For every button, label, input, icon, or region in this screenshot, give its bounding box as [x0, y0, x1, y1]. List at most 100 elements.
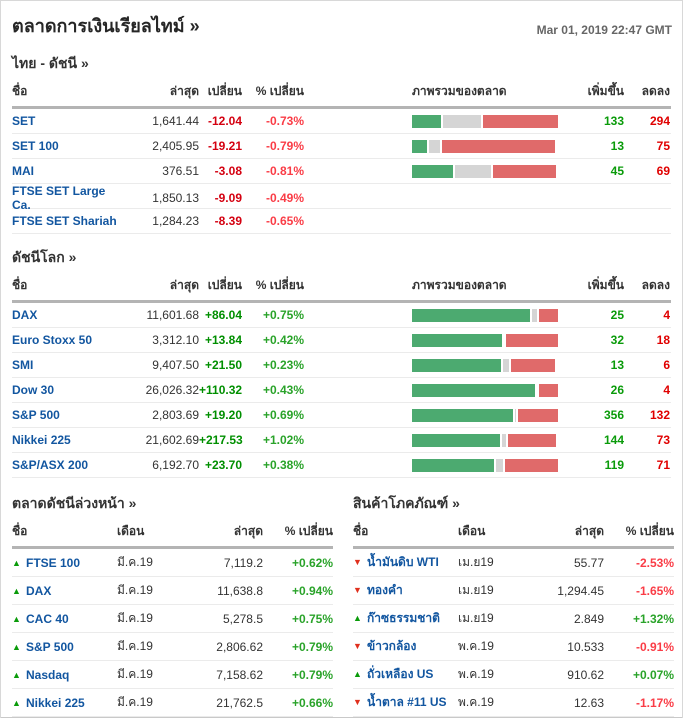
declining-bar-segment — [493, 164, 557, 178]
instrument-name-link[interactable]: DAX — [26, 583, 52, 598]
decliners-count: 132 — [649, 408, 670, 422]
col-header-month: เดือน — [458, 524, 486, 538]
index-name-link[interactable]: FTSE SET Large Ca. — [12, 184, 106, 212]
direction-arrow-icon — [353, 697, 367, 707]
table-row: Nikkei 225 21,602.69 +217.53 +1.02% — [12, 428, 671, 453]
pct-change-value: +0.79% — [291, 639, 333, 654]
last-price: 9,407.50 — [152, 358, 199, 372]
instrument-name-link[interactable]: น้ำมันดิบ WTI — [367, 555, 439, 569]
col-header-last: ล่าสุด — [574, 524, 604, 538]
advancing-bar-segment — [412, 164, 453, 178]
index-name-link[interactable]: Dow 30 — [12, 383, 55, 397]
table-row: ข้าวกล้อง พ.ค.19 10.533 -0.91% — [353, 633, 674, 661]
table-row: SET 1,641.44 -12.04 -0.73% — [12, 109, 671, 134]
contract-month: มี.ค.19 — [117, 639, 153, 653]
name-cell: ก๊าซธรรมชาติ — [353, 609, 458, 628]
index-name-link[interactable]: SMI — [12, 358, 34, 372]
instrument-name-link[interactable]: S&P 500 — [26, 639, 74, 654]
section-title[interactable]: สินค้าโภคภัณฑ์ » — [353, 495, 460, 511]
declining-bar-segment — [505, 333, 558, 347]
pct-change-value: -0.73% — [265, 114, 304, 128]
decliners-count: 71 — [656, 458, 670, 472]
pct-change-value: +0.07% — [632, 667, 674, 682]
bottom-section: ตลาดดัชนีล่วงหน้า » ชื่อ เดือน ล่าสุด % … — [12, 480, 333, 717]
market-overview-bar — [412, 164, 558, 178]
name-cell: SMI — [12, 358, 124, 372]
indices-sections: ไทย - ดัชนี » ชื่อ ล่าสุด เปลี่ยน % เปลี… — [1, 40, 682, 478]
last-price: 376.51 — [162, 164, 199, 178]
name-cell: ทองคำ — [353, 581, 458, 600]
instrument-name-link[interactable]: ก๊าซธรรมชาติ — [367, 611, 440, 625]
direction-arrow-icon — [353, 585, 367, 595]
table-row: DAX 11,601.68 +86.04 +0.75% — [12, 303, 671, 328]
advancers-count: 356 — [603, 408, 624, 422]
timestamp: Mar 01, 2019 22:47 GMT — [536, 23, 672, 37]
pct-change-value: -1.65% — [635, 583, 674, 598]
unchanged-bar-segment — [495, 458, 504, 472]
table-row: Nikkei 225 มี.ค.19 21,762.5 +0.66% — [12, 689, 333, 717]
name-cell: Dow 30 — [12, 383, 124, 397]
index-name-link[interactable]: SET 100 — [12, 139, 59, 153]
table-row: S&P/ASX 200 6,192.70 +23.70 +0.38% — [12, 453, 671, 478]
last-price: 7,119.2 — [223, 555, 263, 570]
section-title[interactable]: ดัชนีโลก » — [12, 249, 77, 265]
declining-bar-segment — [507, 433, 557, 447]
table-header-row: ชื่อ เดือน ล่าสุด % เปลี่ยน — [353, 519, 674, 549]
page-title[interactable]: ตลาดการเงินเรียลไทม์ » — [12, 16, 200, 36]
market-overview-bar — [412, 433, 558, 447]
section-title[interactable]: ตลาดดัชนีล่วงหน้า » — [12, 495, 137, 511]
instrument-name-link[interactable]: Nasdaq — [26, 667, 70, 682]
name-cell: ถั่วเหลือง US — [353, 665, 458, 684]
unchanged-bar-segment — [501, 433, 506, 447]
market-overview-bar — [412, 333, 558, 347]
pct-change-value: -2.53% — [635, 555, 674, 570]
col-header-name: ชื่อ — [353, 524, 369, 538]
index-name-link[interactable]: Euro Stoxx 50 — [12, 333, 93, 347]
index-name-link[interactable]: FTSE SET Shariah — [12, 214, 117, 228]
contract-month: มี.ค.19 — [117, 611, 153, 625]
last-price: 26,026.32 — [145, 383, 199, 397]
instrument-name-link[interactable]: ถั่วเหลือง US — [367, 667, 434, 681]
instrument-name-link[interactable]: FTSE 100 — [26, 555, 81, 570]
index-name-link[interactable]: SET — [12, 114, 36, 128]
name-cell: FTSE SET Large Ca. — [12, 184, 124, 212]
overview-cell — [304, 139, 558, 153]
contract-month: เม.ย19 — [458, 555, 494, 569]
table-row: DAX มี.ค.19 11,638.8 +0.94% — [12, 577, 333, 605]
pct-change-value: +0.66% — [291, 695, 333, 710]
col-header-name: ชื่อ — [12, 84, 28, 98]
index-name-link[interactable]: MAI — [12, 164, 34, 178]
decliners-count: 69 — [656, 164, 670, 178]
table-row: ถั่วเหลือง US พ.ค.19 910.62 +0.07% — [353, 661, 674, 689]
index-name-link[interactable]: S&P 500 — [12, 408, 60, 422]
unchanged-bar-segment — [532, 308, 537, 322]
name-cell: SET — [12, 114, 124, 128]
index-name-link[interactable]: DAX — [12, 308, 38, 322]
pct-change-value: +0.94% — [291, 583, 333, 598]
overview-cell — [304, 458, 558, 472]
direction-arrow-icon — [353, 641, 367, 651]
col-header-last: ล่าสุด — [233, 524, 263, 538]
contract-month: มี.ค.19 — [117, 555, 153, 569]
pct-change-value: +1.02% — [262, 433, 304, 447]
instrument-name-link[interactable]: น้ำตาล #11 US — [367, 695, 447, 709]
instrument-name-link[interactable]: Nikkei 225 — [26, 695, 85, 710]
overview-cell — [304, 114, 558, 128]
overview-cell — [304, 358, 558, 372]
section-title[interactable]: ไทย - ดัชนี » — [12, 55, 89, 71]
advancing-bar-segment — [412, 433, 500, 447]
advancing-bar-segment — [412, 308, 531, 322]
index-name-link[interactable]: Nikkei 225 — [12, 433, 71, 447]
pct-change-value: -0.49% — [265, 191, 304, 205]
pct-change-value: +1.32% — [632, 611, 674, 626]
pct-change-value: -0.81% — [265, 164, 304, 178]
declining-bar-segment — [510, 358, 555, 372]
instrument-name-link[interactable]: CAC 40 — [26, 611, 69, 626]
instrument-name-link[interactable]: ทองคำ — [367, 583, 403, 597]
overview-cell — [304, 164, 558, 178]
contract-month: พ.ค.19 — [458, 667, 494, 681]
instrument-name-link[interactable]: ข้าวกล้อง — [367, 639, 417, 653]
index-name-link[interactable]: S&P/ASX 200 — [12, 458, 89, 472]
name-cell: MAI — [12, 164, 124, 178]
change-value: -8.39 — [214, 214, 242, 228]
